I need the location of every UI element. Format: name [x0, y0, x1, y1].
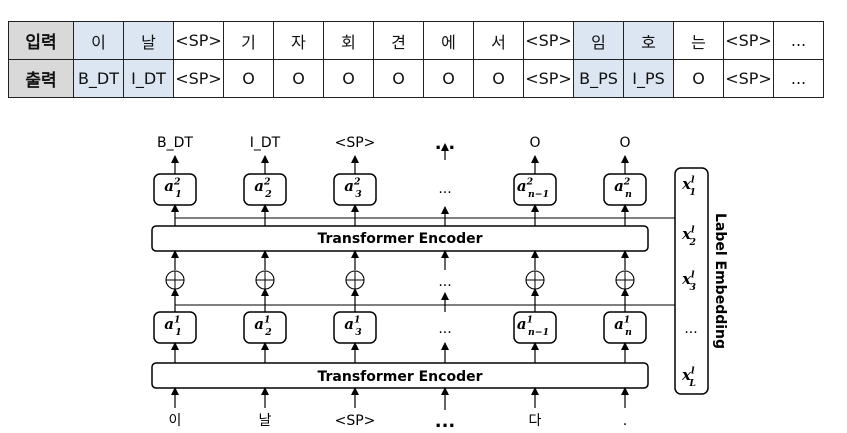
hidden-state-label: a2 3 — [344, 176, 362, 200]
output-tag-cell: I_PS — [623, 59, 674, 98]
input-label: 이 — [169, 413, 182, 429]
label-embedding-vector: xl 1 — [681, 174, 696, 198]
label-embedding-vector: xl 3 — [681, 269, 696, 293]
input-token-cell: 는 — [673, 21, 724, 60]
ellipsis: ... — [684, 321, 697, 337]
tag-table: 입력 이 날 <SP> 기 자 회 견 에 서 <SP> 임 호 는 <SP>... 출력 B_DT I_DT <… — [8, 21, 824, 98]
input-label: . — [623, 413, 627, 429]
input-token-cell: <SP> — [723, 21, 774, 60]
input-token-cell: <SP> — [173, 21, 224, 60]
hidden-state-label: a2 2 — [254, 176, 272, 200]
hidden-state-label: a1 n−1 — [517, 314, 549, 338]
input-label: 다 — [529, 413, 542, 429]
output-tag-cell: <SP> — [523, 59, 574, 98]
hidden-state-label: a1 1 — [164, 314, 182, 338]
label-embedding-title: Label Embedding — [712, 213, 728, 349]
input-token-cell: 서 — [473, 21, 524, 60]
ellipsis: ... — [438, 321, 451, 337]
output-label: B_DT — [157, 135, 193, 151]
label-embedding-vector: xl 2 — [681, 224, 696, 248]
output-tag-cell: O — [673, 59, 724, 98]
output-tag-cell: O — [223, 59, 274, 98]
output-row: 출력 B_DT I_DT <SP> O O O O O O <SP> B_PS I_PS O <SP>... — [8, 59, 824, 98]
output-tag-cell: O — [273, 59, 324, 98]
input-token-cell: 견 — [373, 21, 424, 60]
hidden-state-label: a1 2 — [254, 314, 272, 338]
output-label: O — [529, 135, 540, 151]
output-tag-cell: <SP> — [723, 59, 774, 98]
input-token-cell: ... — [773, 21, 824, 60]
output-tag-cell: O — [323, 59, 374, 98]
input-token-cell: 자 — [273, 21, 324, 60]
output-tag-cell: B_PS — [573, 59, 624, 98]
transformer-encoder-lower — [151, 362, 649, 389]
input-row: 입력 이 날 <SP> 기 자 회 견 에 서 <SP> 임 호 는 <SP>... — [8, 21, 824, 60]
input-label: <SP> — [335, 413, 376, 429]
output-tag-header: 출력 — [8, 59, 74, 98]
hidden-state-label: a1 n — [614, 314, 632, 338]
input-token-header: 입력 — [8, 21, 74, 60]
label-embedding-vector: xl L — [681, 365, 696, 389]
input-label: 날 — [259, 413, 272, 429]
output-tag-cell: O — [373, 59, 424, 98]
ellipsis-label: ... — [435, 411, 456, 432]
input-token-cell: 에 — [423, 21, 474, 60]
ellipsis: ... — [438, 274, 451, 290]
hidden-state-label: a1 3 — [344, 314, 362, 338]
hidden-state-label: a2 n−1 — [517, 176, 549, 200]
input-token-cell: <SP> — [523, 21, 574, 60]
input-token-cell: 임 — [573, 21, 624, 60]
output-label: I_DT — [250, 135, 281, 151]
output-label: <SP> — [335, 135, 376, 151]
output-label: O — [619, 135, 630, 151]
hidden-state-label: a2 n — [614, 176, 632, 200]
encoder-label: Transformer Encoder — [317, 369, 482, 385]
label-embedding-box — [674, 167, 709, 395]
output-tag-cell: ... — [773, 59, 824, 98]
output-tag-cell: O — [473, 59, 524, 98]
transformer-encoder-upper — [151, 225, 649, 252]
hidden-state-label: a2 1 — [164, 176, 182, 200]
ellipsis: ... — [438, 181, 451, 197]
encoder-label: Transformer Encoder — [317, 231, 482, 247]
